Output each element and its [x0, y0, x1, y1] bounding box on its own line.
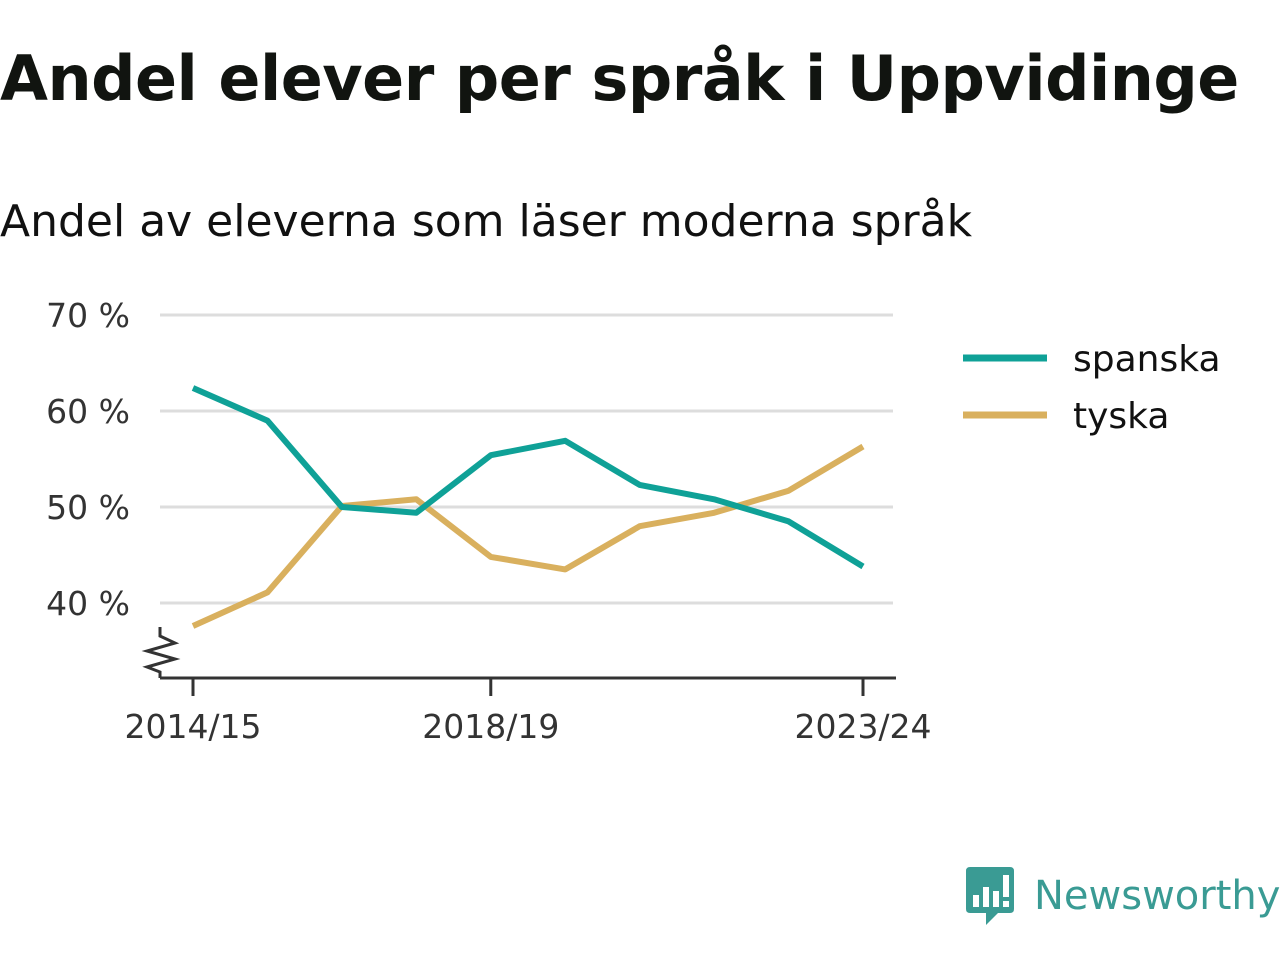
x-tick-label: 2014/15 [124, 707, 261, 746]
brand-logo: Newsworthy [964, 864, 1280, 928]
y-tick-label: 70 % [46, 296, 130, 335]
chart-subtitle: Andel av eleverna som läser moderna språ… [0, 196, 973, 247]
series-lines [191, 385, 865, 629]
y-tick-label: 40 % [46, 584, 130, 623]
x-tick-label: 2018/19 [422, 707, 559, 746]
axes: 40 % 50 % 60 % 70 % 2014/15 2018/19 2023/24 [46, 296, 931, 746]
series-line-spanska [191, 385, 865, 570]
y-tick-label: 60 % [46, 392, 130, 431]
y-tick-label: 50 % [46, 488, 130, 527]
legend: spanska tyska [963, 339, 1221, 437]
chart-title: Andel elever per språk i Uppvidinge [0, 42, 1239, 115]
newsworthy-logo-icon [966, 867, 1014, 925]
y-axis-break [141, 627, 181, 678]
brand-name: Newsworthy [1034, 873, 1280, 919]
legend-label-spanska: spanska [1073, 339, 1221, 380]
gridlines [160, 313, 893, 605]
series-line-tyska [191, 443, 865, 629]
legend-label-tyska: tyska [1073, 396, 1169, 437]
x-tick-label: 2023/24 [794, 707, 931, 746]
